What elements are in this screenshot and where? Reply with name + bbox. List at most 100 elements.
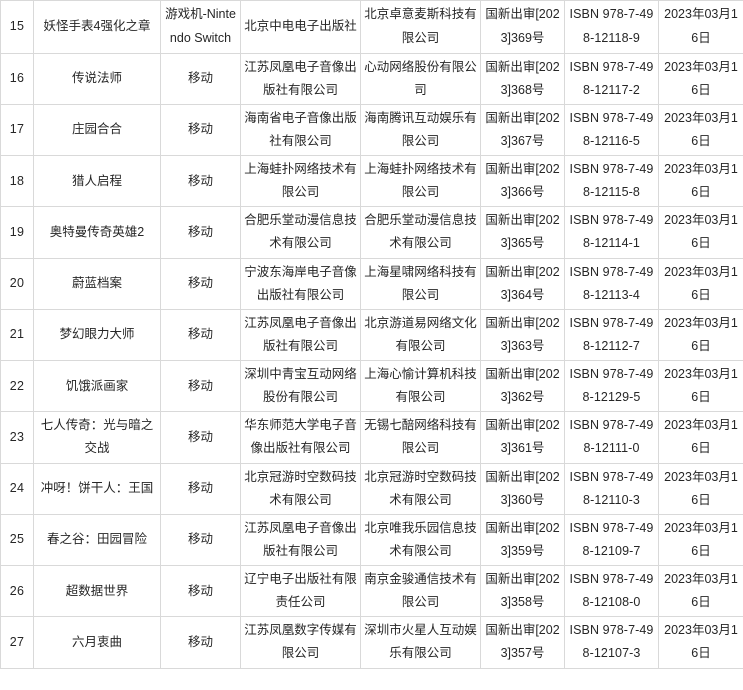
table-row: 19 奥特曼传奇英雄2 移动 合肥乐堂动漫信息技术有限公司 合肥乐堂动漫信息技术有限公司… [0, 206, 743, 259]
cell-approval-number: 国新出审[2023]368号 [480, 52, 565, 105]
cell-platform: 移动 [160, 411, 241, 464]
cell-sequence-number: 17 [0, 103, 34, 157]
cell-approval-date: 2023年03月16日 [658, 411, 743, 464]
cell-platform: 移动 [160, 359, 241, 413]
cell-approval-number: 国新出审[2023]366号 [480, 154, 565, 208]
cell-isbn: ISBN 978-7-498-12107-3 [564, 616, 659, 669]
cell-approval-number: 国新出审[2023]362号 [480, 359, 565, 413]
cell-approval-number: 国新出审[2023]357号 [480, 616, 565, 669]
cell-approval-date: 2023年03月16日 [658, 308, 743, 362]
table-row: 18 猎人启程 移动 上海蛙扑网络技术有限公司 上海蛙扑网络技术有限公司 国新出审[202… [0, 154, 743, 208]
cell-approval-number: 国新出审[2023]367号 [480, 103, 565, 157]
cell-platform: 移动 [160, 206, 241, 259]
cell-sequence-number: 22 [0, 359, 34, 413]
cell-platform: 游戏机-Nintendo Switch [160, 0, 241, 54]
cell-game-title: 奥特曼传奇英雄2 [33, 206, 161, 259]
table-body: 15 妖怪手表4强化之章 游戏机-Nintendo Switch 北京中电电子出版社北… [0, 0, 743, 669]
cell-sequence-number: 15 [0, 0, 34, 54]
cell-publishing-unit: 华东师范大学电子音像出版社有限公司 [240, 411, 361, 464]
cell-isbn: ISBN 978-7-498-12118-9 [564, 0, 659, 54]
cell-game-title: 饥饿派画家 [33, 359, 161, 413]
cell-sequence-number: 27 [0, 616, 34, 669]
cell-publishing-unit: 江苏凤凰数字传媒有限公司 [240, 616, 361, 669]
cell-game-title: 蔚蓝档案 [33, 257, 161, 310]
cell-platform: 移动 [160, 616, 241, 669]
cell-sequence-number: 18 [0, 154, 34, 208]
cell-approval-date: 2023年03月16日 [658, 564, 743, 618]
cell-game-title: 冲呀！饼干人：王国 [33, 462, 161, 515]
table-row: 27 六月衷曲 移动 江苏凤凰数字传媒有限公司 深圳市火星人互动娱乐有限公司 国新出审[2… [0, 616, 743, 669]
cell-operating-unit: 深圳市火星人互动娱乐有限公司 [360, 616, 481, 669]
cell-operating-unit: 北京游道易网络文化有限公司 [360, 308, 481, 362]
cell-game-title: 传说法师 [33, 52, 161, 105]
cell-platform: 移动 [160, 257, 241, 310]
cell-approval-number: 国新出审[2023]359号 [480, 513, 565, 567]
cell-isbn: ISBN 978-7-498-12108-0 [564, 564, 659, 618]
cell-game-title: 梦幻眼力大师 [33, 308, 161, 362]
cell-game-title: 妖怪手表4强化之章 [33, 0, 161, 54]
cell-publishing-unit: 海南省电子音像出版社有限公司 [240, 103, 361, 157]
cell-publishing-unit: 合肥乐堂动漫信息技术有限公司 [240, 206, 361, 259]
cell-isbn: ISBN 978-7-498-12129-5 [564, 359, 659, 413]
cell-game-title: 庄园合合 [33, 103, 161, 157]
game-approval-table: 15 妖怪手表4强化之章 游戏机-Nintendo Switch 北京中电电子出版社北… [0, 0, 743, 669]
cell-approval-number: 国新出审[2023]361号 [480, 411, 565, 464]
cell-platform: 移动 [160, 103, 241, 157]
cell-sequence-number: 23 [0, 411, 34, 464]
cell-publishing-unit: 宁波东海岸电子音像出版社有限公司 [240, 257, 361, 310]
table-row: 25 春之谷：田园冒险 移动 江苏凤凰电子音像出版社有限公司 北京唯我乐园信息技术有限公… [0, 513, 743, 567]
cell-operating-unit: 无锡七醅网络科技有限公司 [360, 411, 481, 464]
cell-approval-number: 国新出审[2023]365号 [480, 206, 565, 259]
table-row: 21 梦幻眼力大师 移动 江苏凤凰电子音像出版社有限公司 北京游道易网络文化有限公司 国新… [0, 308, 743, 362]
cell-game-title: 超数据世界 [33, 564, 161, 618]
cell-platform: 移动 [160, 154, 241, 208]
cell-isbn: ISBN 978-7-498-12109-7 [564, 513, 659, 567]
cell-platform: 移动 [160, 308, 241, 362]
cell-platform: 移动 [160, 513, 241, 567]
cell-game-title: 猎人启程 [33, 154, 161, 208]
cell-game-title: 春之谷：田园冒险 [33, 513, 161, 567]
cell-platform: 移动 [160, 462, 241, 515]
cell-sequence-number: 20 [0, 257, 34, 310]
cell-approval-date: 2023年03月16日 [658, 359, 743, 413]
cell-isbn: ISBN 978-7-498-12112-7 [564, 308, 659, 362]
cell-operating-unit: 上海心愉计算机科技有限公司 [360, 359, 481, 413]
cell-approval-date: 2023年03月16日 [658, 103, 743, 157]
cell-approval-date: 2023年03月16日 [658, 513, 743, 567]
table-row: 15 妖怪手表4强化之章 游戏机-Nintendo Switch 北京中电电子出版社北… [0, 0, 743, 54]
cell-approval-number: 国新出审[2023]364号 [480, 257, 565, 310]
cell-platform: 移动 [160, 52, 241, 105]
cell-game-title: 六月衷曲 [33, 616, 161, 669]
cell-approval-date: 2023年03月16日 [658, 257, 743, 310]
cell-approval-date: 2023年03月16日 [658, 52, 743, 105]
cell-sequence-number: 21 [0, 308, 34, 362]
cell-platform: 移动 [160, 564, 241, 618]
table-row: 24 冲呀！饼干人：王国 移动 北京冠游时空数码技术有限公司 北京冠游时空数码技术有限公… [0, 462, 743, 515]
cell-operating-unit: 上海星啸网络科技有限公司 [360, 257, 481, 310]
cell-publishing-unit: 上海蛙扑网络技术有限公司 [240, 154, 361, 208]
table-row: 23 七人传奇：光与暗之交战 移动 华东师范大学电子音像出版社有限公司 无锡七醅网络科技… [0, 411, 743, 464]
cell-operating-unit: 北京冠游时空数码技术有限公司 [360, 462, 481, 515]
cell-sequence-number: 19 [0, 206, 34, 259]
cell-approval-date: 2023年03月16日 [658, 462, 743, 515]
cell-approval-date: 2023年03月16日 [658, 154, 743, 208]
cell-game-title: 七人传奇：光与暗之交战 [33, 411, 161, 464]
cell-publishing-unit: 江苏凤凰电子音像出版社有限公司 [240, 513, 361, 567]
cell-sequence-number: 26 [0, 564, 34, 618]
cell-operating-unit: 海南腾讯互动娱乐有限公司 [360, 103, 481, 157]
cell-sequence-number: 24 [0, 462, 34, 515]
cell-operating-unit: 合肥乐堂动漫信息技术有限公司 [360, 206, 481, 259]
cell-operating-unit: 北京唯我乐园信息技术有限公司 [360, 513, 481, 567]
cell-publishing-unit: 深圳中青宝互动网络股份有限公司 [240, 359, 361, 413]
cell-publishing-unit: 江苏凤凰电子音像出版社有限公司 [240, 308, 361, 362]
cell-approval-number: 国新出审[2023]360号 [480, 462, 565, 515]
cell-isbn: ISBN 978-7-498-12111-0 [564, 411, 659, 464]
cell-isbn: ISBN 978-7-498-12116-5 [564, 103, 659, 157]
cell-approval-number: 国新出审[2023]363号 [480, 308, 565, 362]
cell-sequence-number: 25 [0, 513, 34, 567]
cell-sequence-number: 16 [0, 52, 34, 105]
cell-approval-number: 国新出审[2023]369号 [480, 0, 565, 54]
table-row: 22 饥饿派画家 移动 深圳中青宝互动网络股份有限公司 上海心愉计算机科技有限公司 国新出… [0, 359, 743, 413]
cell-operating-unit: 上海蛙扑网络技术有限公司 [360, 154, 481, 208]
cell-operating-unit: 北京卓意麦斯科技有限公司 [360, 0, 481, 54]
